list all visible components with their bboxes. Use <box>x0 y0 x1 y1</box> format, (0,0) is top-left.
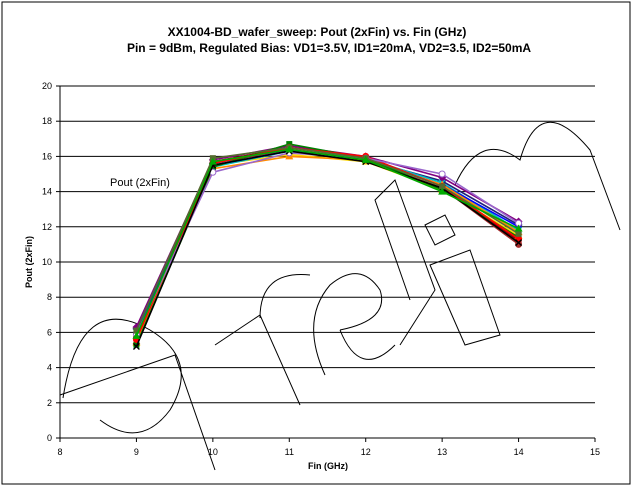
series-annotation: Pout (2xFin) <box>110 177 170 189</box>
x-axis-title: Fin (GHz) <box>308 461 348 471</box>
data-point <box>439 183 446 190</box>
y-tick-label: 14 <box>42 187 52 197</box>
series-line <box>135 146 520 331</box>
y-tick-label: 12 <box>42 222 52 232</box>
x-tick-label: 10 <box>208 447 218 457</box>
x-tick-label: 12 <box>361 447 371 457</box>
y-tick-label: 10 <box>42 257 52 267</box>
x-tick-label: 8 <box>57 447 62 457</box>
data-point <box>438 187 447 195</box>
data-point <box>438 170 446 178</box>
data-point <box>286 141 293 148</box>
x-tick-marks <box>59 438 596 442</box>
y-tick-label: 6 <box>47 327 52 337</box>
chart-title: XX1004-BD_wafer_sweep: Pout (2xFin) vs. … <box>168 25 467 39</box>
y-tick-label: 8 <box>47 292 52 302</box>
data-point <box>208 157 217 165</box>
y-tick-label: 16 <box>42 151 52 161</box>
y-tick-label: 4 <box>47 363 52 373</box>
y-tick-label: 20 <box>42 81 52 91</box>
watermark-letter-e <box>313 273 396 376</box>
series-14 <box>132 145 523 339</box>
data-point <box>361 155 370 163</box>
watermark-letter-i <box>424 214 501 346</box>
y-tick-label: 0 <box>47 433 52 443</box>
data-point <box>132 342 140 350</box>
data-point <box>514 224 523 232</box>
watermark-letter-r <box>214 274 311 406</box>
x-tick-label: 11 <box>285 447 294 457</box>
x-tick-label: 14 <box>514 447 524 457</box>
data-point <box>515 239 523 247</box>
series-line <box>135 148 519 337</box>
x-tick-labels: 8 9 10 11 12 13 14 15 <box>57 447 600 457</box>
data-point <box>132 331 141 339</box>
x-tick-label: 15 <box>590 447 600 457</box>
data-point <box>133 327 140 334</box>
chart-subtitle: Pin = 9dBm, Regulated Bias: VD1=3.5V, ID… <box>127 41 531 55</box>
watermark-letter-m <box>454 122 621 231</box>
x-tick-label: 9 <box>134 447 139 457</box>
watermark-letter-l <box>374 179 436 346</box>
y-tick-label: 2 <box>47 398 52 408</box>
x-tick-label: 13 <box>437 447 447 457</box>
data-point <box>515 230 522 237</box>
series-group <box>132 141 523 350</box>
y-tick-label: 18 <box>42 116 52 126</box>
y-tick-labels: 0 2 4 6 8 10 12 14 16 18 20 <box>42 81 52 443</box>
y-tick-marks <box>56 85 60 439</box>
y-axis-title: Pout (2xFin) <box>24 236 34 288</box>
data-point <box>285 145 294 153</box>
series-line <box>135 152 520 335</box>
